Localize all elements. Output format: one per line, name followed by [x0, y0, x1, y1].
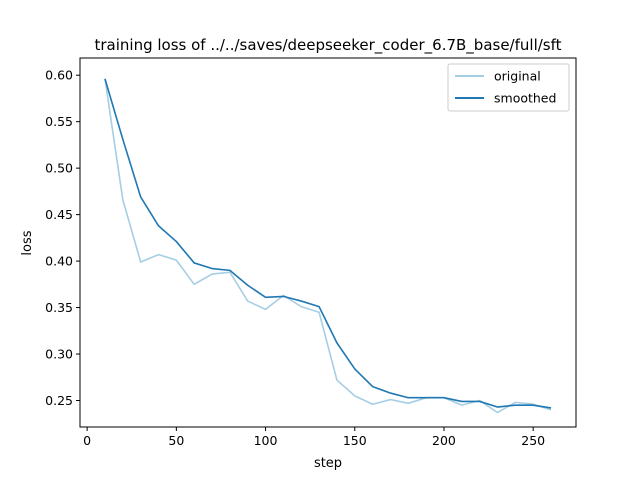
y-tick-label: 0.30 — [45, 347, 73, 362]
y-tick-label: 0.40 — [45, 254, 73, 269]
legend: original smoothed — [447, 63, 570, 112]
x-axis: 0 50 100 150 200 250 — [83, 427, 545, 448]
legend-label-original: original — [494, 69, 541, 84]
x-tick-label: 0 — [83, 433, 91, 448]
series-line-smoothed — [104, 78, 552, 409]
x-tick-label: 200 — [432, 433, 456, 448]
y-axis-label: loss — [20, 230, 35, 255]
x-tick-label: 100 — [254, 433, 278, 448]
legend-label-smoothed: smoothed — [494, 91, 556, 106]
chart-title: training loss of ../../saves/deepseeker_… — [94, 36, 561, 55]
y-tick-label: 0.35 — [45, 300, 73, 315]
y-tick-label: 0.45 — [45, 207, 73, 222]
x-tick-label: 150 — [343, 433, 367, 448]
plot-frame — [79, 57, 577, 428]
y-tick-label: 0.55 — [45, 114, 73, 129]
x-tick-label: 250 — [521, 433, 545, 448]
y-tick-label: 0.25 — [45, 393, 73, 408]
x-axis-label: step — [314, 456, 342, 471]
y-tick-label: 0.60 — [45, 68, 73, 83]
x-tick-label: 50 — [168, 433, 184, 448]
series-lines — [104, 78, 552, 414]
y-tick-label: 0.50 — [45, 161, 73, 176]
y-axis: 0.25 0.30 0.35 0.40 0.45 0.50 0.55 0.60 — [45, 68, 80, 408]
